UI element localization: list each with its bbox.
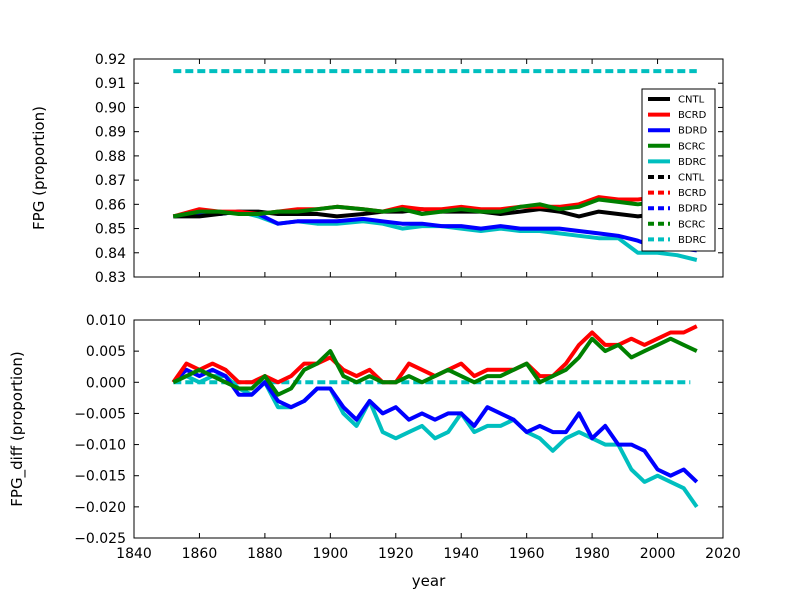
axes-frame (133, 319, 724, 539)
x-tick-label: 2000 (640, 546, 676, 562)
legend-label: BDRD (678, 126, 708, 137)
y-axis-label: FPG_diff (proportion) (8, 351, 27, 506)
y-tick-label: 0.89 (95, 125, 126, 141)
x-tick-label: 1900 (313, 546, 349, 562)
series-line-2 (171, 367, 699, 484)
y-tick-label: 0.91 (95, 76, 126, 92)
legend-label: BDRD (678, 204, 708, 215)
legend-label: BDRC (678, 157, 706, 168)
y-tick-label: −0.015 (74, 469, 126, 485)
y-axis-label: FPG (proportion) (30, 106, 48, 230)
x-tick-label: 1980 (574, 546, 610, 562)
y-tick-label: 0.005 (86, 344, 126, 360)
y-tick-label: 0.92 (95, 52, 126, 68)
series-line-5 (172, 197, 697, 219)
y-tick-label: −0.005 (74, 406, 126, 422)
y-tick-label: 0.90 (95, 100, 126, 116)
x-tick-label: 1860 (182, 546, 218, 562)
y-tick-label: 0.84 (95, 246, 126, 262)
x-tick-label: 1880 (247, 546, 283, 562)
y-tick-label: −0.025 (74, 531, 126, 547)
y-tick-label: 0.87 (95, 173, 126, 189)
x-axis-label: year (412, 572, 446, 590)
legend-label: BCRC (678, 219, 705, 230)
y-tick-label: −0.010 (74, 438, 126, 454)
legend-label: BDRC (678, 235, 706, 246)
y-tick-label: 0.85 (95, 222, 126, 238)
y-tick-label: 0.88 (95, 149, 126, 165)
legend-label: BCRC (678, 141, 705, 152)
x-tick-label: 1940 (443, 546, 479, 562)
x-tick-label: 2020 (705, 546, 741, 562)
y-tick-label: 0.83 (95, 270, 126, 286)
y-tick-label: 0.86 (95, 197, 126, 213)
legend: CNTL BCRD BDRD BCRC BDRC CNTL BCRD BDRD BCRC BDRC (641, 88, 716, 252)
x-tick-label: 1920 (378, 546, 414, 562)
legend-label: BCRD (678, 188, 707, 199)
y-tick-label: 0.010 (86, 313, 126, 329)
legend-label: BCRD (678, 110, 707, 121)
axes-frame (133, 58, 724, 278)
bottom-panel: −0.025 −0.020 −0.015 −0.010 −0.005 0.000 0.005… (8, 313, 741, 590)
top-panel: 0.83 0.84 0.85 0.86 0.87 0.88 0.89 0.90 0.91 0.92… (30, 52, 724, 286)
legend-label: CNTL (678, 95, 705, 106)
y-tick-label: −0.020 (74, 500, 126, 516)
series-line-4 (172, 336, 698, 397)
y-tick-label: 0.000 (86, 375, 126, 391)
x-tick-label: 1960 (509, 546, 545, 562)
x-tick-label: 1840 (116, 546, 152, 562)
series-line-2 (173, 209, 698, 253)
legend-label: CNTL (678, 173, 705, 184)
